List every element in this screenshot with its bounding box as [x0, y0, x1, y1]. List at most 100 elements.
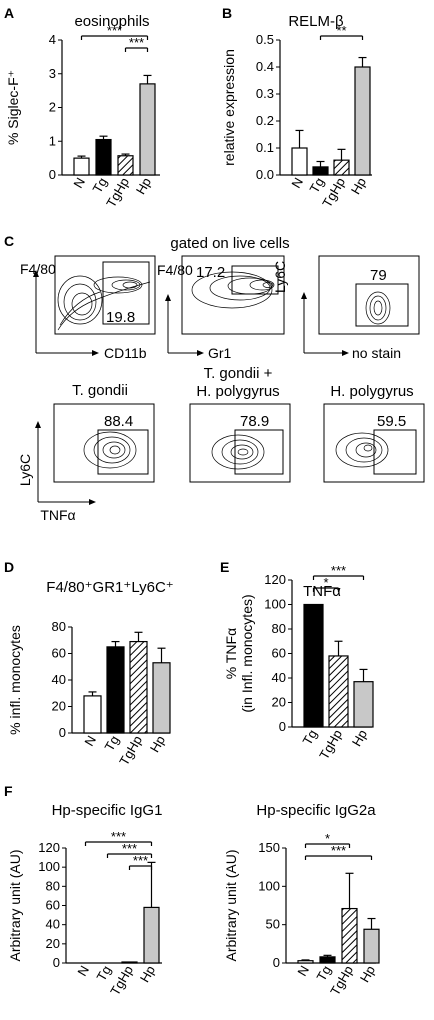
bar-tghp	[328, 655, 349, 728]
bar-tghp	[121, 961, 138, 964]
category-label: Hp	[357, 963, 378, 985]
y-axis-label: relative expression	[221, 49, 237, 166]
significance-label: *	[323, 575, 328, 590]
category-label: Tg	[94, 963, 115, 984]
y-tick-label: 50	[266, 917, 280, 932]
y-tick-label: 1	[49, 133, 56, 148]
flow-plot-coinfection: 78.9	[189, 403, 291, 483]
gate-box	[373, 429, 417, 475]
contour-density	[57, 275, 151, 331]
y-tick-label: 4	[49, 32, 56, 47]
category-label: Hp	[349, 727, 370, 749]
y-axis-label: % TNFα	[223, 628, 239, 679]
bar-tghp	[341, 907, 358, 964]
y-axis-label: % Siglec-F⁺	[5, 70, 21, 145]
y-tick-label: 60	[272, 646, 286, 661]
y-tick-label: 100	[258, 878, 280, 893]
bar-tg	[312, 166, 329, 176]
contour-density	[83, 431, 137, 469]
y-axis-label: Arbitrary unit (AU)	[7, 849, 23, 961]
panel-label-e: E	[220, 559, 229, 575]
y-axis-label-2: (in Infl. monocytes)	[239, 594, 255, 712]
significance-label: ***	[133, 853, 148, 868]
bar-n	[291, 147, 308, 176]
y-tick-label: 0	[59, 725, 66, 740]
flow-title-coinfection-2: H. polygyrus	[196, 383, 279, 400]
chart-tnf-alpha: TNFα 0 20 40 60 80 100 120 % TNFα (in Infl. monoc…	[223, 563, 374, 762]
category-label: Hp	[137, 963, 158, 985]
significance-label: **	[336, 23, 346, 38]
chart-title: TNFα	[303, 583, 341, 600]
gate-box	[234, 429, 284, 475]
flow-plot-cd11b: 19.8 F4/80 CD11b	[20, 255, 156, 361]
gate-value: 88.4	[104, 413, 133, 430]
gate-box	[97, 429, 149, 475]
flow-title-coinfection: T. gondii +	[204, 365, 273, 382]
flow-cytometry-panel: gated on live cells 19.8 F4/80 CD11b	[17, 235, 425, 523]
bar-tghp	[333, 159, 350, 176]
gate-box	[102, 261, 150, 325]
y-axis-label: % infl. monocytes	[7, 625, 23, 735]
bar-tg	[106, 646, 125, 734]
category-label: Tg	[314, 963, 335, 984]
y-tick-label: 0.2	[256, 113, 274, 128]
y-tick-label: 80	[52, 619, 66, 634]
category-label: Hp	[348, 175, 369, 197]
gate-value: 79	[370, 267, 387, 284]
y-tick-label: 3	[49, 66, 56, 81]
flow-ylabel-1: F4/80	[20, 261, 56, 277]
bar-hp	[353, 681, 374, 728]
gate-value: 59.5	[377, 413, 406, 430]
y-tick-label: 0	[53, 955, 60, 970]
category-label: TgHp	[327, 963, 356, 998]
y-tick-label: 0.1	[256, 140, 274, 155]
category-label: Hp	[147, 733, 168, 755]
bar-n	[73, 157, 90, 176]
bar-hp	[354, 66, 371, 176]
category-label: TgHp	[103, 175, 132, 210]
bar-tghp	[117, 155, 134, 176]
bar-hp	[152, 662, 171, 734]
bar-tg	[319, 956, 336, 964]
flow-axes-row2: Ly6C TNFα	[17, 421, 96, 523]
flow-title: gated on live cells	[170, 235, 289, 252]
category-label: Hp	[133, 175, 154, 197]
y-tick-label: 0	[273, 955, 280, 970]
category-label: Tg	[300, 727, 321, 748]
y-tick-label: 60	[46, 898, 60, 913]
significance-label: ***	[122, 841, 137, 856]
category-label: N	[294, 963, 312, 979]
chart-title: F4/80⁺GR1⁺Ly6C⁺	[46, 579, 173, 596]
flow-plot-hpolygyrus: 59.5	[323, 403, 425, 483]
chart-relm-beta: RELM-β 0.0 0.1 0.2 0.3 0.4 0.5 relative express…	[221, 13, 372, 210]
gate-value: 17.2	[196, 264, 225, 281]
bar-hp	[139, 83, 156, 176]
category-label: Tg	[90, 175, 111, 196]
category-label: TgHp	[319, 175, 348, 210]
y-tick-label: 0.4	[256, 59, 274, 74]
panel-label-a: A	[4, 5, 14, 21]
gate-box	[231, 265, 279, 295]
category-label: Tg	[102, 733, 123, 754]
chart-title: Hp-specific IgG2a	[256, 802, 376, 819]
flow-ylabel-3: Ly6C	[272, 261, 288, 293]
flow-xlabel-row2: TNFα	[40, 507, 75, 523]
category-label: Tg	[307, 175, 328, 196]
chart-title: RELM-β	[288, 13, 344, 30]
significance-label: ***	[129, 35, 144, 50]
chart-igg1: Hp-specific IgG1 0 20 40 60 80 100 120 Arbitrary…	[7, 802, 162, 998]
y-tick-label: 150	[258, 840, 280, 855]
flow-xlabel-3: no stain	[352, 345, 401, 361]
significance-label: ***	[107, 23, 122, 38]
chart-igg2a: Hp-specific IgG2a 0 50 100 150 Arbitrary unit…	[223, 802, 380, 998]
y-tick-label: 20	[272, 695, 286, 710]
bar-tghp	[129, 640, 148, 734]
y-tick-label: 0	[279, 719, 286, 734]
bar-tg	[303, 603, 324, 728]
y-tick-label: 80	[272, 621, 286, 636]
gate-box	[355, 283, 409, 327]
significance-label: ***	[111, 829, 126, 844]
flow-xlabel-1: CD11b	[104, 345, 147, 361]
contour-density	[335, 432, 389, 468]
